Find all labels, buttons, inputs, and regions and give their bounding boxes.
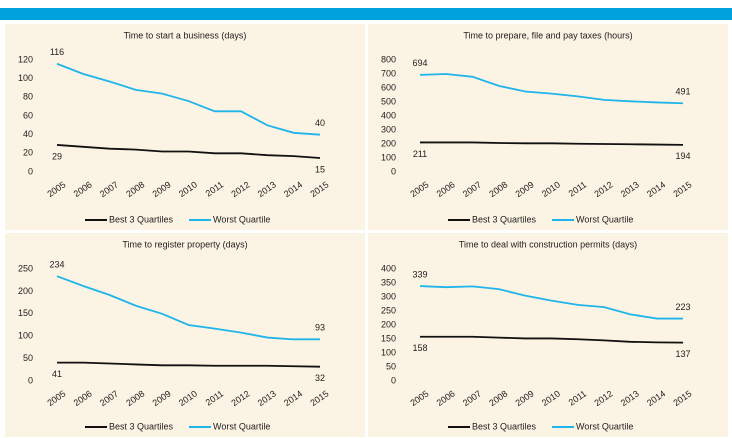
y-tick-label: 0 [28,375,33,385]
legend-label: Worst Quartile [576,214,633,224]
y-tick-label: 200 [381,319,396,329]
data-label: 29 [52,151,62,161]
chart-panel: Time to start a business (days) 0 20 40 60 80… [5,24,365,230]
legend-label: Best 3 Quartiles [472,421,537,431]
y-tick-label: 300 [381,124,396,134]
series-line [57,361,321,368]
y-tick-label: 200 [18,286,33,296]
chart-title: Time to deal with construction permits (… [459,239,637,249]
y-tick-label: 250 [381,305,396,315]
y-tick-label: 800 [381,54,396,64]
y-tick-label: 700 [381,68,396,78]
panel-background [5,24,365,230]
y-tick-label: 250 [18,263,33,273]
y-tick-label: 50 [23,353,33,363]
y-tick-label: 0 [28,166,33,176]
data-label: 234 [49,260,64,270]
series-line [56,275,320,341]
data-label: 32 [315,373,325,383]
chart-title: Time to start a business (days) [124,30,247,40]
y-tick-label: 40 [23,129,33,139]
y-tick-label: 50 [386,361,396,371]
y-tick-label: 80 [23,92,33,102]
chart-panel: Time to deal with construction permits (… [368,233,728,437]
series-line [420,335,684,344]
chart-panel: Time to register property (days) 0 50 100 15… [5,233,365,437]
legend-label: Worst Quartile [576,421,633,431]
y-tick-label: 120 [18,54,33,64]
data-label: 137 [675,349,690,359]
data-label: 223 [675,302,690,312]
chart-title: Time to register property (days) [122,239,247,249]
data-label: 116 [50,47,64,57]
y-tick-label: 60 [23,110,33,120]
data-label: 491 [675,87,690,97]
y-tick-label: 400 [381,263,396,273]
legend-label: Worst Quartile [213,421,270,431]
chart-title: Time to prepare, file and pay taxes (hou… [463,30,632,40]
data-label: 194 [675,151,690,161]
y-tick-label: 100 [18,73,33,83]
y-tick-label: 20 [23,148,33,158]
legend-label: Best 3 Quartiles [109,214,174,224]
panel-background [5,233,365,437]
y-tick-label: 200 [381,138,396,148]
y-tick-label: 150 [18,308,33,318]
y-tick-label: 0 [391,375,396,385]
y-tick-label: 350 [381,277,396,287]
data-label: 41 [52,369,62,379]
y-tick-label: 100 [381,152,396,162]
y-tick-label: 100 [381,347,396,357]
legend-label: Worst Quartile [213,214,270,224]
series-line [56,62,321,136]
data-label: 40 [315,118,325,128]
y-tick-label: 500 [381,96,396,106]
y-tick-label: 300 [381,291,396,301]
data-label: 158 [412,343,427,353]
chart-panel: Time to prepare, file and pay taxes (hou… [368,24,728,230]
y-tick-label: 0 [391,166,396,176]
data-label: 339 [412,269,427,279]
data-label: 694 [412,58,427,68]
series-line [419,73,684,105]
panel-background [368,233,728,437]
series-line [419,285,683,320]
y-tick-label: 600 [381,82,396,92]
legend-label: Best 3 Quartiles [472,214,537,224]
y-tick-label: 100 [18,331,33,341]
data-label: 211 [413,149,427,159]
data-label: 15 [315,164,325,174]
series-line [56,144,321,159]
series-line [420,141,684,146]
panel-background [368,24,728,230]
data-label: 93 [315,323,325,333]
legend-label: Best 3 Quartiles [109,421,174,431]
y-tick-label: 400 [381,110,396,120]
y-tick-label: 150 [381,333,396,343]
header-bar [0,8,732,20]
